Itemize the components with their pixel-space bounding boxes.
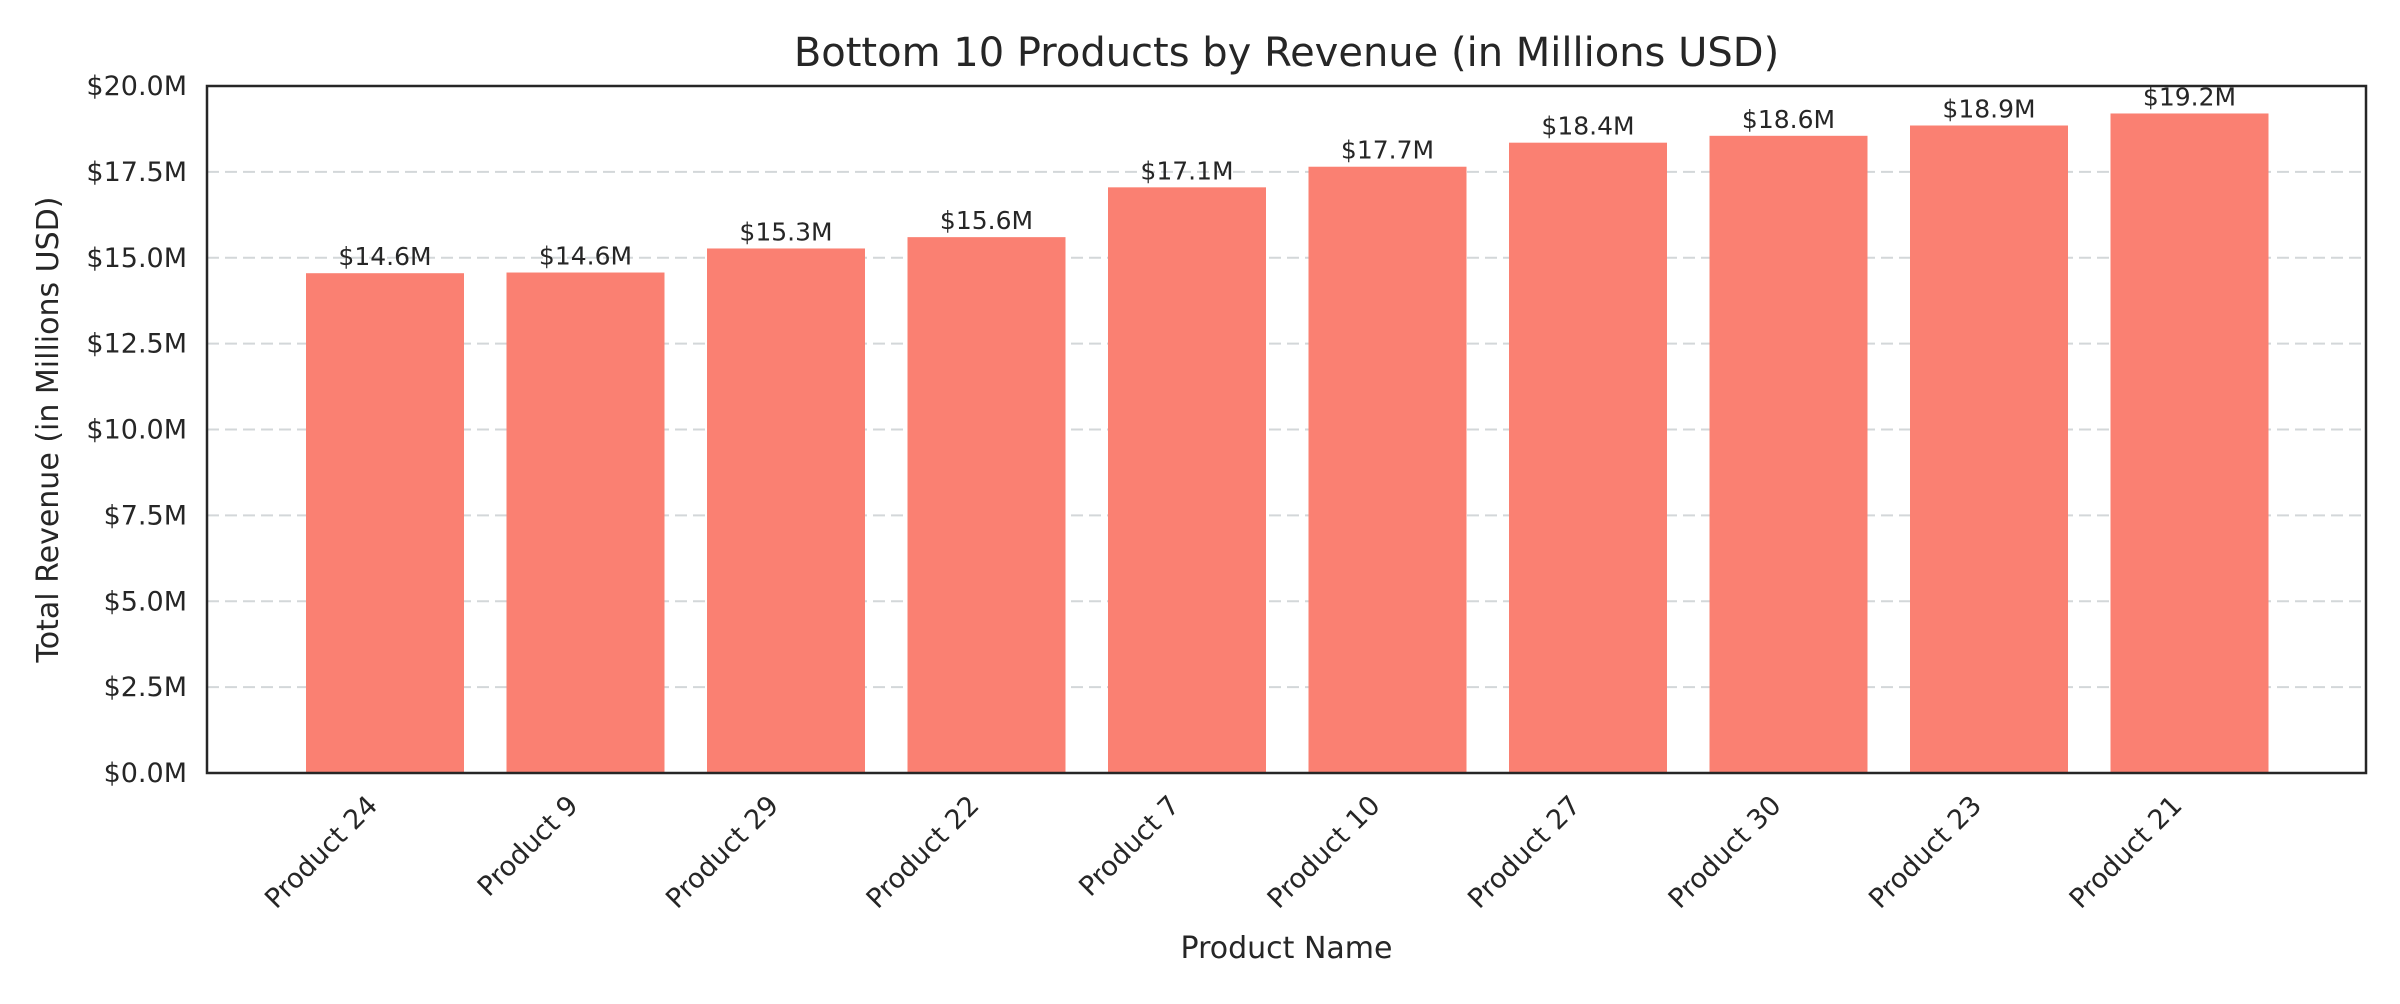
- bars: [306, 113, 2269, 774]
- bar-value-label: $17.1M: [1140, 156, 1233, 185]
- x-tick-label: Product 7: [1073, 790, 1186, 903]
- y-tick-label: $0.0M: [104, 758, 187, 789]
- x-tick-label: Product 29: [660, 790, 785, 915]
- bar: [907, 237, 1066, 773]
- bar: [506, 272, 665, 773]
- y-tick-label: $20.0M: [86, 71, 187, 102]
- bar-value-label: $15.3M: [739, 217, 832, 246]
- x-tick-label: Product 30: [1663, 790, 1788, 915]
- bar-value-label: $18.4M: [1541, 112, 1634, 141]
- bar-value-label: $14.6M: [539, 242, 632, 271]
- bar: [2110, 113, 2269, 774]
- y-tick-label: $10.0M: [86, 415, 187, 446]
- bar: [1509, 142, 1667, 774]
- y-tick-label: $12.5M: [86, 329, 187, 360]
- y-tick-label: $15.0M: [86, 243, 187, 274]
- y-axis-title: Total Revenue (in Millions USD): [31, 197, 66, 664]
- x-tick-label: Product 10: [1262, 790, 1387, 915]
- x-tick-label: Product 24: [259, 790, 384, 915]
- y-axis-ticks: $0.0M $2.5M $5.0M $7.5M $10.0M $12.5M $15.0M $1…: [86, 71, 187, 789]
- y-tick-label: $7.5M: [104, 500, 187, 531]
- bar: [1709, 135, 1868, 773]
- bar-value-label: $18.6M: [1742, 105, 1835, 134]
- bar: [306, 273, 464, 773]
- bar: [707, 248, 865, 774]
- x-axis-ticks: Product 24 Product 9 Product 29 Product 22 P…: [259, 790, 2188, 915]
- x-tick-label: Product 21: [2064, 790, 2189, 915]
- bar-value-label: $15.6M: [940, 206, 1033, 235]
- bar-value-label: $18.9M: [1942, 95, 2035, 124]
- data-labels: $14.6M $14.6M $15.3M $15.6M $17.1M $17.7M $18.…: [338, 82, 2236, 271]
- x-tick-label: Product 27: [1462, 790, 1587, 915]
- y-tick-label: $5.0M: [104, 586, 187, 617]
- x-tick-label: Product 9: [472, 790, 585, 903]
- y-tick-label: $17.5M: [86, 157, 187, 188]
- x-axis-title: Product Name: [1181, 931, 1393, 966]
- bar-value-label: $19.2M: [2143, 82, 2236, 111]
- bar-value-label: $17.7M: [1341, 136, 1434, 165]
- bar: [1910, 125, 2068, 773]
- plot-frame: [205, 84, 2368, 775]
- bar: [1308, 166, 1467, 773]
- y-tick-label: $2.5M: [104, 672, 187, 703]
- x-tick-label: Product 23: [1863, 790, 1988, 915]
- bar-value-label: $14.6M: [338, 242, 431, 271]
- chart-title: Bottom 10 Products by Revenue (in Millio…: [794, 30, 1779, 76]
- bar: [1108, 187, 1266, 773]
- x-tick-label: Product 22: [861, 790, 986, 915]
